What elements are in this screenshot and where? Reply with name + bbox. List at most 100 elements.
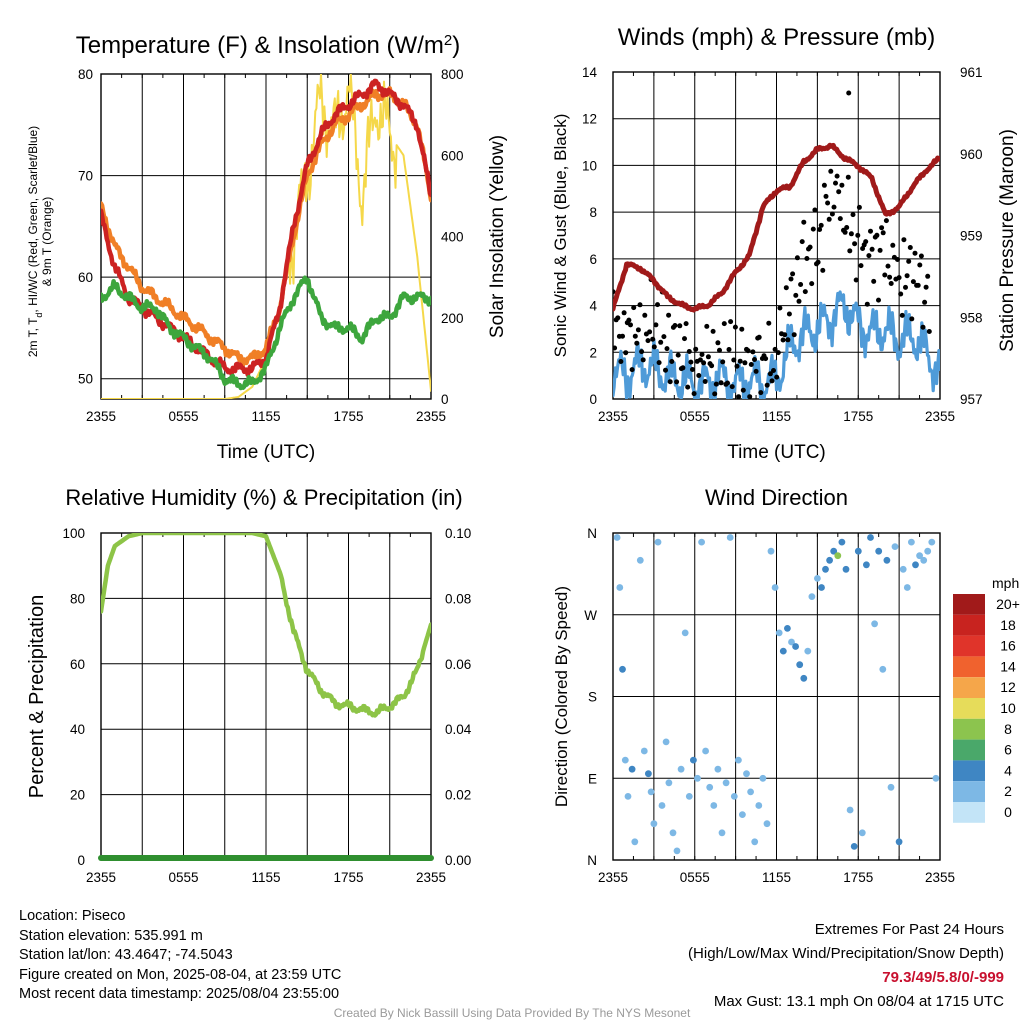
gust-point xyxy=(613,289,616,295)
y-tick-label-right-1-2: 400 xyxy=(441,230,464,245)
gust-point xyxy=(817,227,823,232)
direction-point xyxy=(763,820,771,828)
gust-point xyxy=(815,259,821,265)
legend-swatch-9 xyxy=(953,781,985,802)
gust-point xyxy=(685,384,691,390)
gust-point xyxy=(731,357,737,363)
gust-point xyxy=(642,312,648,318)
gust-point xyxy=(666,312,672,318)
legend-label-4: 12 xyxy=(1000,679,1016,695)
direction-point xyxy=(619,665,626,673)
x-tick-label-1-2: 1155 xyxy=(251,409,280,424)
gust-point xyxy=(629,367,635,373)
gust-point xyxy=(828,168,834,174)
gust-point xyxy=(807,244,813,250)
gust-point xyxy=(871,278,877,284)
x-tick-label-1-4: 2355 xyxy=(416,409,446,424)
station-info: Location: Piseco Station elevation: 535.… xyxy=(19,907,341,1005)
gust-point xyxy=(853,277,859,283)
gust-point xyxy=(788,276,794,282)
y-tick-label-left-2-5: 10 xyxy=(582,158,597,173)
y-axis-label-line-1: 2m T, Td, HI/WC (Red, Green, Scarlet/Blu… xyxy=(26,126,44,357)
gust-point xyxy=(794,255,800,261)
legend-title: mph xyxy=(992,575,1019,591)
gust-point xyxy=(682,336,687,342)
gust-point xyxy=(655,302,660,308)
extremes-subtitle: (High/Low/Max Wind/Precipitation/Snow De… xyxy=(688,945,1004,962)
y-tick-label-right-3-2: 0.04 xyxy=(445,722,472,737)
gust-point xyxy=(907,245,913,250)
y-axis-label-left-1: 2m T, Td, HI/WC (Red, Green, Scarlet/Blu… xyxy=(26,126,54,357)
y-tick-label-left-1-2: 70 xyxy=(78,169,93,184)
gust-point xyxy=(904,273,910,279)
y-tick-label-left-2-7: 14 xyxy=(582,65,598,80)
gust-point xyxy=(864,301,870,307)
y-tick-label-right-2-2: 959 xyxy=(960,229,983,244)
direction-point xyxy=(792,643,799,650)
y-axis-label-left-4: Direction (Colored By Speed) xyxy=(552,586,571,807)
gust-point xyxy=(877,247,883,253)
legend-swatch-8 xyxy=(953,760,985,782)
y-tick-label-left-2-4: 8 xyxy=(589,205,597,220)
gust-point xyxy=(634,340,640,346)
gust-point xyxy=(756,334,762,340)
y-tick-label-right-2-0: 957 xyxy=(960,392,983,407)
y-tick-label-right-2-1: 958 xyxy=(960,310,983,325)
latlon-text: Station lat/lon: 43.4647; -74.5043 xyxy=(19,947,233,963)
direction-point xyxy=(613,534,621,541)
y-tick-label-left-3-2: 40 xyxy=(70,722,85,737)
gust-point xyxy=(917,262,923,268)
direction-point xyxy=(924,547,932,555)
gust-point xyxy=(628,322,633,328)
gust-point xyxy=(740,387,746,393)
x-tick-label-4-4: 2355 xyxy=(925,870,955,885)
direction-point xyxy=(771,584,779,591)
direction-point xyxy=(775,629,783,637)
gust-point xyxy=(640,357,646,363)
y-tick-label-left-4-3: W xyxy=(584,608,597,623)
direction-point xyxy=(636,556,644,564)
gust-point xyxy=(775,350,781,356)
gust-point xyxy=(656,360,662,366)
created-text: Figure created on Mon, 2025-08-04, at 23… xyxy=(19,966,342,983)
x-tick-label-1-0: 2355 xyxy=(86,409,116,424)
direction-point xyxy=(730,793,738,800)
x-tick-label-1-1: 0555 xyxy=(168,409,198,424)
gust-point xyxy=(680,365,686,371)
gust-point xyxy=(799,239,805,245)
gust-point xyxy=(880,230,886,236)
gust-point xyxy=(812,207,818,213)
x-axis-label-2: Time (UTC) xyxy=(727,442,826,463)
direction-point xyxy=(800,674,808,682)
gust-point xyxy=(890,242,896,248)
y-tick-label-left-3-1: 20 xyxy=(70,788,85,803)
x-tick-label-4-2: 1155 xyxy=(762,870,791,885)
direction-point xyxy=(858,829,866,837)
gust-point xyxy=(848,231,854,237)
gust-point xyxy=(726,347,732,352)
plot-frame-1 xyxy=(100,73,432,400)
gust-point xyxy=(844,225,850,230)
gust-point xyxy=(790,271,796,277)
gust-point xyxy=(734,363,740,369)
direction-point xyxy=(662,738,670,746)
gust-point xyxy=(745,348,751,354)
direction-point xyxy=(883,556,891,564)
y-tick-label-right-3-0: 0.00 xyxy=(445,853,471,868)
direction-point xyxy=(747,788,754,796)
x-tick-label-1-3: 1755 xyxy=(333,409,363,424)
gust-point xyxy=(739,326,745,332)
direction-point xyxy=(702,747,709,755)
gust-point xyxy=(868,228,873,234)
direction-point xyxy=(640,747,648,755)
y-tick-label-right-3-3: 0.06 xyxy=(445,657,471,672)
gust-point xyxy=(821,182,827,188)
gust-point xyxy=(725,380,730,386)
y-axis-label-left-3: Percent & Precipitation xyxy=(26,595,48,798)
gust-point xyxy=(804,256,810,261)
x-tick-label-3-3: 1755 xyxy=(333,870,363,885)
direction-point xyxy=(645,770,652,778)
gust-point xyxy=(677,323,683,329)
legend-label-3: 14 xyxy=(1000,658,1016,674)
direction-point xyxy=(677,765,685,773)
